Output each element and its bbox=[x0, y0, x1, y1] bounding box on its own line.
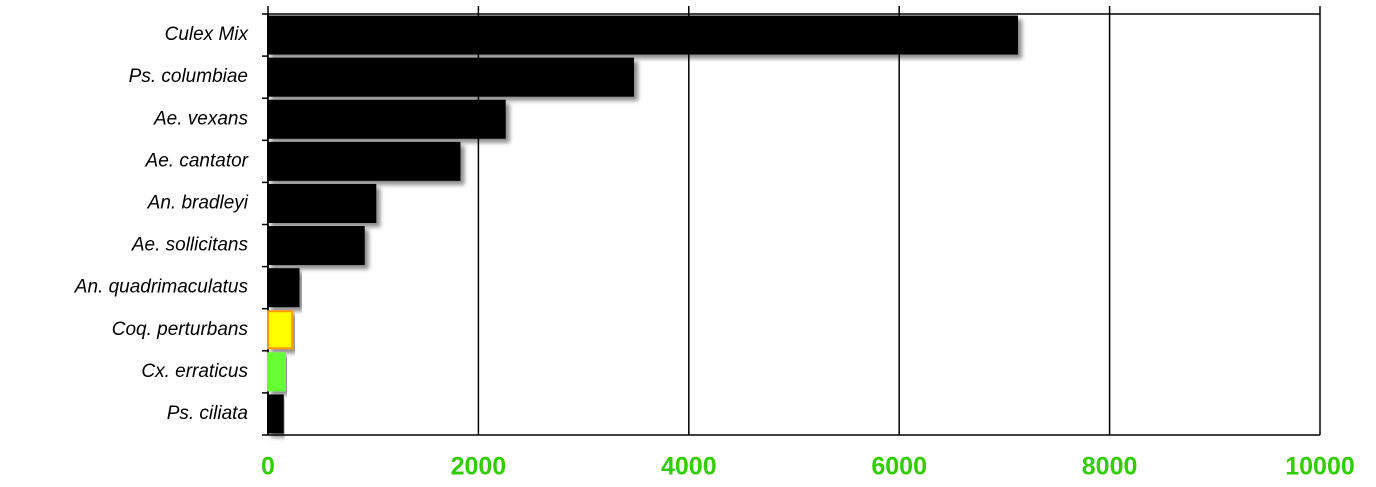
x-tick-label: 6000 bbox=[871, 453, 927, 481]
y-tick-label: An. bradleyi bbox=[147, 192, 249, 213]
y-tick-label: Cx. erraticus bbox=[141, 361, 248, 382]
x-tick-label: 4000 bbox=[661, 453, 717, 481]
x-tick-label: 2000 bbox=[451, 453, 507, 481]
bar bbox=[267, 99, 506, 139]
bar bbox=[267, 226, 365, 266]
bar bbox=[267, 352, 286, 392]
y-tick-label: Ps. columbiae bbox=[129, 66, 248, 87]
y-tick-label: Ae. vexans bbox=[153, 108, 248, 129]
x-tick-label: 8000 bbox=[1082, 453, 1138, 481]
bar bbox=[267, 183, 377, 223]
bar bbox=[267, 268, 300, 308]
x-tick-label: 0 bbox=[261, 453, 275, 481]
y-tick-label: Ae. cantator bbox=[145, 150, 249, 171]
y-tick-label: Ae. sollicitans bbox=[131, 235, 249, 256]
bar bbox=[267, 394, 284, 434]
bar bbox=[267, 15, 1019, 55]
bar bbox=[267, 57, 635, 97]
y-tick-label: Coq. perturbans bbox=[112, 319, 249, 340]
bar bbox=[267, 141, 461, 181]
y-tick-label: An. quadrimaculatus bbox=[74, 277, 249, 298]
x-tick-label: 10000 bbox=[1285, 453, 1355, 481]
bar bbox=[267, 310, 294, 350]
y-tick-label: Ps. ciliata bbox=[167, 403, 248, 424]
y-tick-label: Culex Mix bbox=[165, 24, 250, 45]
